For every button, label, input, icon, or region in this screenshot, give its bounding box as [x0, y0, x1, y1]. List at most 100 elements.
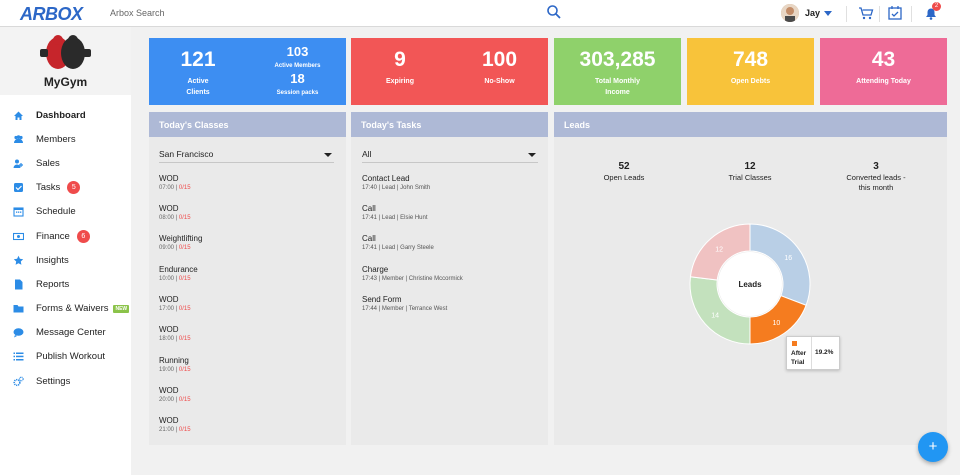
trial-classes-stat[interactable]: 12 Trial Classes	[710, 161, 790, 183]
monthly-income-card[interactable]: 303,285 Total Monthly Income	[554, 38, 681, 105]
finance-count-badge: 6	[76, 229, 90, 243]
sidebar-item-forms-waivers[interactable]: Forms & Waivers NEW	[0, 297, 131, 321]
new-tag: NEW	[113, 304, 130, 313]
task-item[interactable]: Call 17:41 | Lead | Elsie Hunt	[362, 204, 428, 223]
class-meta: 21:00 | 0/15	[159, 427, 191, 433]
finance-icon	[13, 232, 24, 240]
class-item[interactable]: WOD 17:00 | 0/15	[159, 295, 191, 314]
list-icon	[13, 352, 24, 361]
sidebar-item-publish-workout[interactable]: Publish Workout	[0, 345, 131, 369]
task-name: Contact Lead	[362, 174, 410, 183]
task-item[interactable]: Charge 17:43 | Member | Christine Mccormi…	[362, 265, 463, 284]
sidebar-item-label: Insights	[36, 254, 69, 266]
class-name: WOD	[159, 174, 179, 183]
sidebar-item-label: Message Center	[36, 327, 106, 339]
top-bar: ARBOX Jay 2	[0, 0, 960, 27]
user-name[interactable]: Jay	[805, 8, 821, 18]
sidebar-item-finance[interactable]: Finance 6	[0, 224, 131, 248]
sidebar-item-label: Members	[36, 133, 76, 145]
converted-leads-stat[interactable]: 3 Converted leads - this month	[826, 161, 926, 193]
class-meta: 19:00 | 0/15	[159, 367, 191, 373]
task-name: Send Form	[362, 295, 402, 304]
class-meta: 09:00 | 0/15	[159, 245, 191, 251]
gym-logo[interactable]: MyGym	[0, 27, 131, 95]
sidebar: MyGym Dashboard Members Sales Tasks 5 Sc…	[0, 27, 131, 475]
sidebar-item-tasks[interactable]: Tasks 5	[0, 176, 131, 200]
class-meta: 08:00 | 0/15	[159, 215, 191, 221]
expiring-value: 9	[394, 48, 406, 71]
sidebar-nav: Dashboard Members Sales Tasks 5 Schedule…	[0, 103, 131, 393]
class-item[interactable]: WOD 21:00 | 0/15	[159, 416, 191, 435]
add-button[interactable]: +	[918, 432, 948, 462]
sidebar-item-sales[interactable]: Sales	[0, 151, 131, 175]
panel-title: Leads	[554, 112, 947, 137]
sidebar-item-label: Reports	[36, 278, 70, 290]
calendar-check-icon[interactable]	[887, 5, 903, 21]
sidebar-item-message-center[interactable]: Message Center	[0, 321, 131, 345]
task-item[interactable]: Send Form 17:44 | Member | Terrance West	[362, 295, 447, 314]
sales-icon	[13, 159, 23, 168]
monthly-income-label: Total Monthly Income	[595, 78, 640, 96]
attending-today-label: Attending Today	[856, 78, 911, 85]
cart-icon[interactable]	[858, 5, 874, 21]
class-name: WOD	[159, 295, 179, 304]
class-meta: 17:00 | 0/15	[159, 306, 191, 312]
class-item[interactable]: WOD 20:00 | 0/15	[159, 386, 191, 405]
class-name: Weightlifting	[159, 234, 203, 243]
arbox-logo[interactable]: ARBOX	[20, 4, 83, 24]
sidebar-item-settings[interactable]: Settings	[0, 369, 131, 393]
divider	[879, 6, 880, 22]
task-name: Charge	[362, 265, 389, 274]
chevron-down-icon[interactable]	[824, 11, 832, 16]
class-item[interactable]: Weightlifting 09:00 | 0/15	[159, 234, 202, 253]
location-select[interactable]: San Francisco	[159, 149, 334, 163]
active-clients-card[interactable]: 121 Active Clients 103 Active Members 18 …	[149, 38, 346, 105]
sidebar-item-insights[interactable]: Insights	[0, 248, 131, 272]
attending-today-card[interactable]: 43 Attending Today	[820, 38, 947, 105]
class-item[interactable]: Endurance 10:00 | 0/15	[159, 265, 198, 284]
converted-leads-value: 3	[873, 161, 879, 172]
leads-donut-chart[interactable]: 16 10 14 12 Leads	[685, 219, 815, 349]
notification-badge: 2	[932, 2, 941, 11]
calendar-icon	[13, 207, 24, 217]
class-item[interactable]: WOD 07:00 | 0/15	[159, 174, 191, 193]
task-filter-select[interactable]: All	[362, 149, 538, 163]
sidebar-item-label: Forms & Waivers	[36, 303, 109, 315]
sidebar-item-schedule[interactable]: Schedule	[0, 200, 131, 224]
chevron-down-icon	[324, 153, 332, 157]
slice-value-label: 12	[715, 247, 723, 254]
slice-value-label: 14	[711, 312, 719, 319]
todays-tasks-panel: Today's Tasks All Contact Lead 17:40 | Le…	[351, 112, 548, 445]
open-debts-card[interactable]: 748 Open Debts	[687, 38, 814, 105]
avatar[interactable]	[781, 4, 799, 22]
sidebar-item-members[interactable]: Members	[0, 127, 131, 151]
members-icon	[14, 134, 23, 143]
todays-classes-panel: Today's Classes San Francisco WOD 07:00 |…	[149, 112, 346, 445]
search-input[interactable]	[110, 6, 540, 20]
bell-icon[interactable]	[923, 5, 939, 21]
task-filter-value: All	[362, 149, 372, 159]
donut-slice[interactable]	[689, 223, 751, 281]
class-item[interactable]: WOD 08:00 | 0/15	[159, 204, 191, 223]
active-clients-label: Active Clients	[186, 78, 210, 96]
active-members-value: 103	[286, 44, 309, 59]
class-name: WOD	[159, 325, 179, 334]
task-item[interactable]: Contact Lead 17:40 | Lead | John Smith	[362, 174, 430, 193]
open-debts-value: 748	[732, 48, 769, 71]
sidebar-item-reports[interactable]: Reports	[0, 272, 131, 296]
active-clients-value: 121	[180, 48, 216, 71]
expiring-noshow-card[interactable]: 9 Expiring 100 No-Show	[351, 38, 548, 105]
open-leads-stat[interactable]: 52 Open Leads	[584, 161, 664, 183]
plus-icon: +	[928, 438, 938, 455]
class-item[interactable]: Running 19:00 | 0/15	[159, 356, 191, 375]
search-icon[interactable]	[546, 4, 562, 20]
sidebar-item-dashboard[interactable]: Dashboard	[0, 103, 131, 127]
sidebar-item-label: Tasks	[36, 182, 61, 194]
class-item[interactable]: WOD 18:00 | 0/15	[159, 325, 191, 344]
donut-center	[718, 252, 782, 316]
home-icon	[14, 111, 23, 120]
class-name: WOD	[159, 416, 179, 425]
sidebar-item-label: Finance	[36, 230, 70, 242]
task-name: Call	[362, 204, 376, 213]
task-item[interactable]: Call 17:41 | Lead | Garry Steele	[362, 234, 434, 253]
